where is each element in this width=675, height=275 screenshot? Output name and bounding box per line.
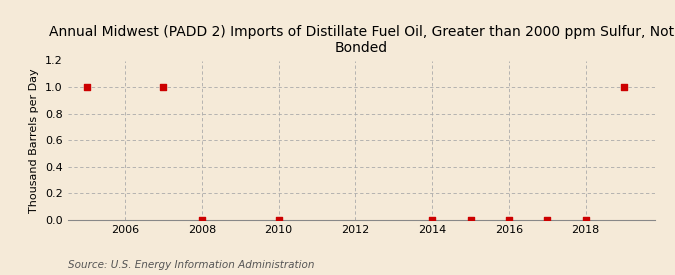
- Point: [427, 218, 437, 222]
- Point: [580, 218, 591, 222]
- Point: [504, 218, 514, 222]
- Point: [196, 218, 207, 222]
- Point: [158, 85, 169, 89]
- Point: [81, 85, 92, 89]
- Point: [542, 218, 553, 222]
- Point: [465, 218, 476, 222]
- Point: [273, 218, 284, 222]
- Text: Source: U.S. Energy Information Administration: Source: U.S. Energy Information Administ…: [68, 260, 314, 270]
- Title: Annual Midwest (PADD 2) Imports of Distillate Fuel Oil, Greater than 2000 ppm Su: Annual Midwest (PADD 2) Imports of Disti…: [49, 25, 674, 55]
- Y-axis label: Thousand Barrels per Day: Thousand Barrels per Day: [29, 68, 39, 213]
- Point: [619, 85, 630, 89]
